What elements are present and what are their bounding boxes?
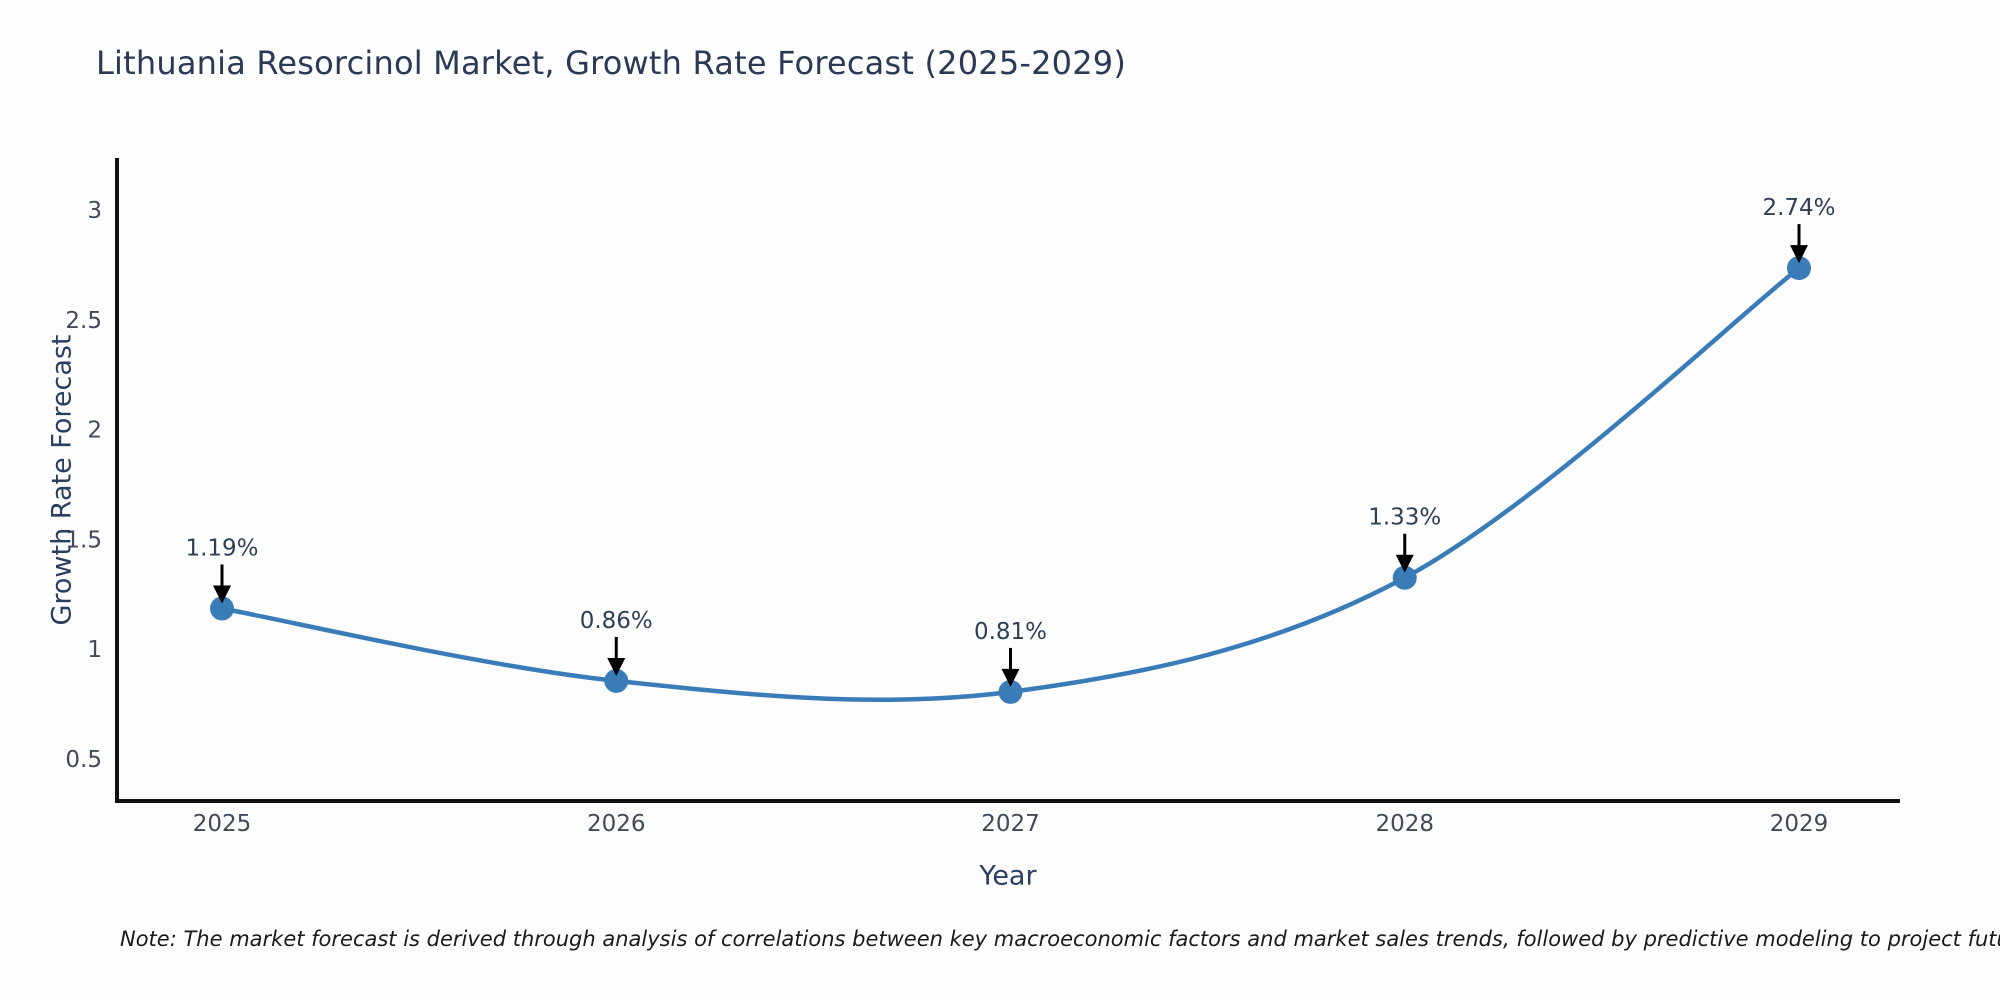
y-axis-tick-labels: 0.5 1 1.5 2 2.5 3: [65, 198, 102, 773]
annotation-arrowhead-icon: [213, 585, 231, 604]
data-point-2029[interactable]: [1787, 256, 1811, 281]
x-tick-label: 2028: [1375, 811, 1434, 837]
footnote: Note: The market forecast is derived thr…: [120, 927, 2000, 951]
x-tick-label: 2026: [587, 811, 646, 837]
data-points: [210, 256, 1811, 704]
annotation-label: 1.33%: [1368, 505, 1441, 531]
x-tick-label: 2029: [1770, 811, 1829, 837]
annotation-label: 2.74%: [1762, 195, 1835, 221]
y-tick-label: 1.5: [65, 527, 102, 553]
y-tick-label: 1: [87, 637, 102, 663]
annotation-2026: 0.86%: [580, 608, 653, 676]
y-tick-label: 2.5: [65, 308, 102, 334]
chart-title: Lithuania Resorcinol Market, Growth Rate…: [96, 44, 1127, 82]
annotation-arrowhead-icon: [1395, 554, 1414, 573]
annotation-arrowhead-icon: [1001, 668, 1020, 687]
annotation-2027: 0.81%: [974, 619, 1047, 687]
annotation-label: 1.19%: [185, 535, 258, 561]
annotation-arrowhead-icon: [1790, 245, 1808, 264]
y-tick-label: 0.5: [65, 747, 102, 773]
annotation-2025: 1.19%: [185, 535, 259, 604]
data-point-2026[interactable]: [604, 668, 629, 693]
point-annotations: 1.19% 0.86% 0.81% 1.33% 2.74%: [185, 195, 1836, 687]
data-point-2025[interactable]: [210, 596, 234, 621]
annotation-2028: 1.33%: [1368, 505, 1441, 573]
x-axis-title: Year: [978, 861, 1037, 892]
y-tick-label: 2: [87, 418, 102, 444]
y-axis-title: Growth Rate Forecast: [47, 334, 78, 625]
data-point-2028[interactable]: [1392, 565, 1417, 590]
annotation-label: 0.81%: [974, 619, 1047, 645]
x-tick-label: 2027: [981, 811, 1040, 837]
data-point-2027[interactable]: [998, 679, 1023, 704]
annotation-arrowhead-icon: [607, 657, 626, 676]
annotation-2029: 2.74%: [1762, 195, 1836, 264]
y-tick-label: 3: [87, 198, 102, 224]
x-tick-label: 2025: [193, 811, 252, 837]
x-axis-tick-labels: 2025 2026 2027 2028 2029: [193, 811, 1829, 837]
annotation-label: 0.86%: [580, 608, 653, 634]
